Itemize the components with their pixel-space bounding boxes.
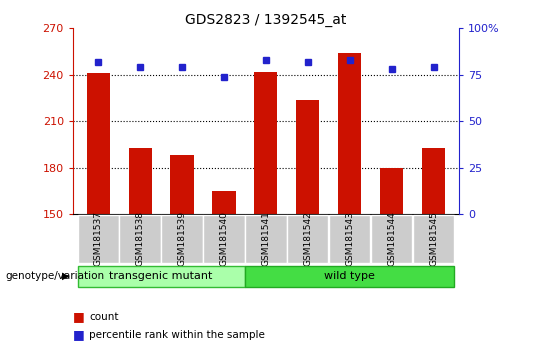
Bar	[296, 99, 320, 214]
Text: genotype/variation: genotype/variation	[5, 271, 105, 281]
Bar	[422, 148, 446, 214]
Text: GSM181544: GSM181544	[387, 212, 396, 266]
FancyBboxPatch shape	[119, 215, 160, 263]
FancyBboxPatch shape	[413, 215, 454, 263]
Text: GSM181540: GSM181540	[219, 211, 228, 267]
Text: GSM181542: GSM181542	[303, 212, 313, 266]
Text: count: count	[89, 312, 119, 322]
Bar	[86, 73, 110, 214]
FancyBboxPatch shape	[78, 215, 119, 263]
Bar	[380, 168, 403, 214]
Text: wild type: wild type	[325, 272, 375, 281]
Title: GDS2823 / 1392545_at: GDS2823 / 1392545_at	[185, 13, 347, 27]
FancyBboxPatch shape	[287, 215, 328, 263]
Bar	[339, 53, 361, 214]
Text: GSM181541: GSM181541	[261, 211, 271, 267]
FancyBboxPatch shape	[372, 215, 413, 263]
Text: GSM181545: GSM181545	[429, 211, 438, 267]
Text: ▶: ▶	[62, 271, 70, 281]
FancyBboxPatch shape	[161, 215, 202, 263]
Text: GSM181538: GSM181538	[136, 211, 145, 267]
Text: GSM181543: GSM181543	[346, 211, 354, 267]
Text: transgenic mutant: transgenic mutant	[109, 272, 213, 281]
Text: GSM181539: GSM181539	[178, 211, 186, 267]
Bar	[212, 191, 235, 214]
Text: percentile rank within the sample: percentile rank within the sample	[89, 330, 265, 339]
Bar	[171, 155, 193, 214]
Text: ■: ■	[73, 328, 85, 341]
FancyBboxPatch shape	[245, 215, 287, 263]
FancyBboxPatch shape	[78, 266, 245, 287]
Bar	[129, 148, 152, 214]
Bar	[254, 72, 278, 214]
Text: GSM181537: GSM181537	[93, 211, 103, 267]
FancyBboxPatch shape	[245, 266, 454, 287]
FancyBboxPatch shape	[204, 215, 245, 263]
Text: ■: ■	[73, 310, 85, 323]
FancyBboxPatch shape	[329, 215, 370, 263]
